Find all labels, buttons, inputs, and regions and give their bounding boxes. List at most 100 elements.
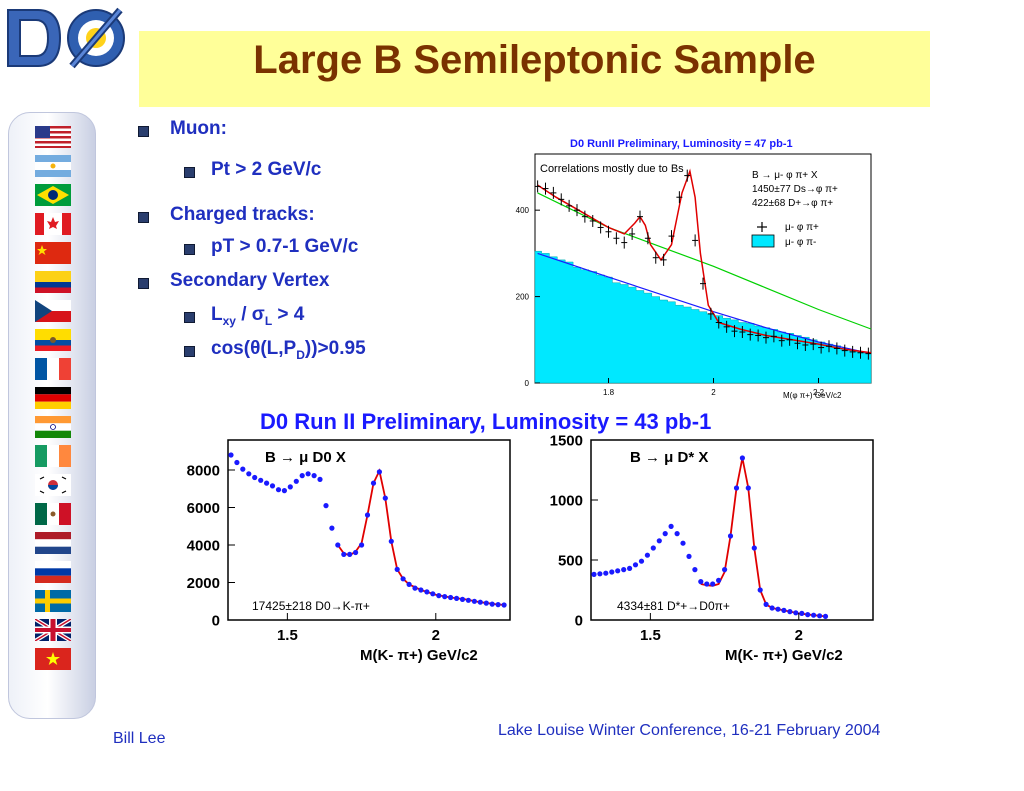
data-point: [727, 533, 734, 539]
c2-xtick-label: 2: [432, 627, 440, 644]
data-point: [811, 612, 817, 618]
data-point: [335, 542, 341, 548]
data-point: [769, 605, 775, 611]
data-point: [542, 182, 549, 195]
data-point: [287, 484, 293, 490]
data-point: [810, 338, 817, 351]
data-point: [710, 581, 716, 587]
bullet-icon: [138, 212, 149, 223]
data-point: [589, 214, 596, 227]
data-point: [731, 325, 738, 338]
bullet-charged-text: Charged tracks:: [170, 204, 315, 225]
data-point: [264, 480, 270, 486]
data-point: [388, 538, 394, 544]
data-point: [442, 594, 448, 600]
data-point: [841, 344, 848, 357]
data-point: [715, 316, 722, 329]
data-point: [597, 571, 603, 577]
sub-bullet-icon: [184, 346, 195, 357]
c2-xtick-label: 1.5: [277, 627, 298, 644]
data-point: [652, 251, 659, 264]
data-point: [605, 225, 612, 238]
footer-author: Bill Lee: [113, 730, 166, 747]
bullet-icon: [138, 278, 149, 289]
bullet-lxy-text: Lxy / σL > 4: [211, 304, 305, 328]
data-point: [739, 455, 745, 461]
data-point: [228, 452, 234, 458]
chart1-title-text: D0 RunII Preliminary, Luminosity = 47 pb…: [570, 138, 793, 150]
data-point: [674, 531, 680, 537]
c3-ytick-label: 500: [558, 552, 583, 569]
data-point: [826, 340, 832, 353]
chart1-ytick-label: 0: [525, 379, 530, 388]
russia-flag-icon: [35, 561, 71, 583]
data-point: [817, 613, 823, 619]
data-point: [747, 328, 754, 341]
data-point: [364, 512, 371, 518]
data-point: [305, 471, 311, 477]
data-point: [745, 485, 751, 491]
netherlands-flag-icon: [35, 532, 71, 554]
sub-bullet-icon: [184, 167, 195, 178]
bullet-pt-tracks-text: pT > 0.7-1 GeV/c: [211, 236, 359, 257]
data-point: [454, 595, 460, 601]
data-point: [692, 567, 698, 573]
chart1-title: D0 RunII Preliminary, Luminosity = 47 pb…: [570, 138, 793, 150]
chart1-annotation: Correlations mostly due to Bs: [540, 163, 684, 175]
bullet-secondary-text: Secondary Vertex: [170, 270, 330, 291]
dstar-chart: 1.5 2 0 500 1000 1500 B → μ D* X 4334±81 D*+→…: [550, 432, 874, 664]
c3-ytick-label: 1500: [550, 432, 583, 449]
data-point: [716, 577, 722, 583]
korea-flag-icon: [35, 474, 71, 496]
c3-ytick-label: 1000: [550, 492, 583, 509]
chart1-legend-entry-2: μ- φ π-: [785, 237, 816, 248]
data-point: [684, 169, 691, 182]
data-point: [668, 230, 675, 243]
data-point: [275, 487, 282, 493]
data-point: [329, 525, 335, 531]
bullet-cos-text: cos(θ(L,PD))>0.95: [211, 338, 366, 362]
ireland-flag-icon: [35, 445, 71, 467]
data-point: [698, 579, 704, 585]
data-point: [615, 568, 621, 574]
germany-flag-icon: [35, 387, 71, 409]
data-point: [763, 601, 769, 607]
data-point: [638, 558, 645, 564]
data-point: [786, 333, 793, 346]
chart3-label: B → μ D* X: [630, 449, 708, 466]
data-point: [317, 476, 323, 482]
data-point: [281, 488, 287, 494]
data-point: [477, 599, 483, 605]
data-point: [418, 587, 424, 593]
title-band: [139, 31, 930, 107]
data-point: [465, 597, 471, 603]
data-point: [353, 549, 359, 556]
data-point: [489, 601, 495, 607]
chart2-frame: [227, 439, 511, 621]
colombia-flag-icon: [35, 271, 71, 293]
data-point: [818, 341, 825, 354]
canada-flag-icon: [35, 213, 71, 235]
flag-panel: [8, 112, 96, 719]
data-point: [660, 253, 667, 266]
wrong-sign-fit-line: [537, 252, 872, 355]
argentina-flag-icon: [35, 155, 71, 177]
data-point: [775, 606, 781, 612]
signal-fit-line: [537, 168, 872, 354]
china-flag-icon: [35, 242, 71, 264]
data-point: [246, 471, 252, 477]
data-point: [269, 483, 276, 489]
bullet-pt-muon-text: Pt > 2 GeV/c: [211, 159, 322, 180]
data-point: [778, 334, 785, 347]
c2-ytick-label: 8000: [187, 462, 220, 479]
sub-bullet-icon: [184, 244, 195, 255]
data-point: [550, 186, 557, 199]
data-point: [723, 320, 730, 333]
chart1-xtick-label: 2.2: [813, 388, 825, 397]
data-point: [722, 567, 728, 573]
data-point: [676, 191, 683, 204]
bottom-charts-header-text: D0 Run II Preliminary, Luminosity = 43 p…: [260, 409, 711, 434]
legend-fill-swatch: [751, 234, 775, 248]
chart2-annotation: 17425±218 D0→K-π+: [252, 599, 370, 613]
czech-flag-icon: [35, 300, 71, 322]
